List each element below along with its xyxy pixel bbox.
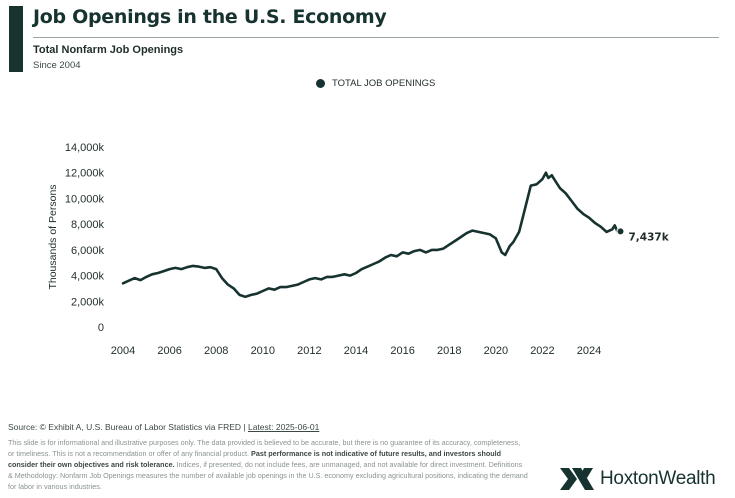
brand-logo: HoxtonWealth [560,468,716,490]
y-tick-label: 2,000k [71,296,105,308]
x-tick-label: 2022 [530,345,554,357]
chart-date-range: Since 2004 [33,60,81,71]
end-value-label: 7,437k [629,231,670,243]
x-tick-label: 2006 [157,345,181,357]
title-divider [33,37,719,38]
x-tick-label: 2024 [577,345,601,357]
y-tick-label: 12,000k [65,168,105,180]
line-chart: 0 2,000k 4,000k 6,000k 8,000k 10,000k 12,000k 1… [47,142,670,357]
y-tick-label: 0 [98,322,104,334]
source-text: Source: © Exhibit A, U.S. Bureau of Labo… [8,422,248,432]
legend-swatch [316,79,325,88]
x-tick-label: 2018 [437,345,461,357]
page-title: Job Openings in the U.S. Economy [33,6,387,28]
source-note: Source: © Exhibit A, U.S. Bureau of Labo… [8,422,319,432]
x-tick-label: 2010 [251,345,275,357]
accent-bar [9,6,23,72]
end-point-marker [616,227,625,236]
x-tick-label: 2004 [111,345,135,357]
y-tick-label: 14,000k [65,142,105,154]
x-tick-label: 2008 [204,345,228,357]
legend-label: TOTAL JOB OPENINGS [332,78,436,89]
x-tick-label: 2014 [344,345,368,357]
chart-legend: TOTAL JOB OPENINGS [316,78,435,89]
disclaimer: This slide is for informational and illu… [8,437,528,492]
y-tick-label: 6,000k [71,245,105,257]
disclaimer-text-2: Indices, if presented, do not include fe… [8,460,528,491]
x-axis: 2004 2006 2008 2010 2012 2014 2016 2018 2020 2022… [111,345,602,357]
y-tick-label: 8,000k [71,219,105,231]
y-tick-label: 4,000k [71,271,105,283]
y-tick-label: 10,000k [65,193,105,205]
x-tick-label: 2016 [390,345,414,357]
disclaimer-bold: Past performance is not indicative of fu… [8,449,502,469]
chart-subtitle: Total Nonfarm Job Openings [33,44,184,56]
brand-name: HoxtonWealth [600,468,716,489]
disclaimer-text-1: This slide is for informational and illu… [8,438,521,458]
y-axis: 0 2,000k 4,000k 6,000k 8,000k 10,000k 12,000k 1… [65,142,105,334]
series-line [121,171,622,299]
series: 7,437k [121,171,670,299]
x-tick-label: 2012 [297,345,321,357]
brand-mark-icon [560,468,594,490]
x-tick-label: 2020 [484,345,508,357]
y-axis-label: Thousands of Persons [47,184,59,289]
latest-date-link[interactable]: Latest: 2025-06-01 [247,422,320,432]
